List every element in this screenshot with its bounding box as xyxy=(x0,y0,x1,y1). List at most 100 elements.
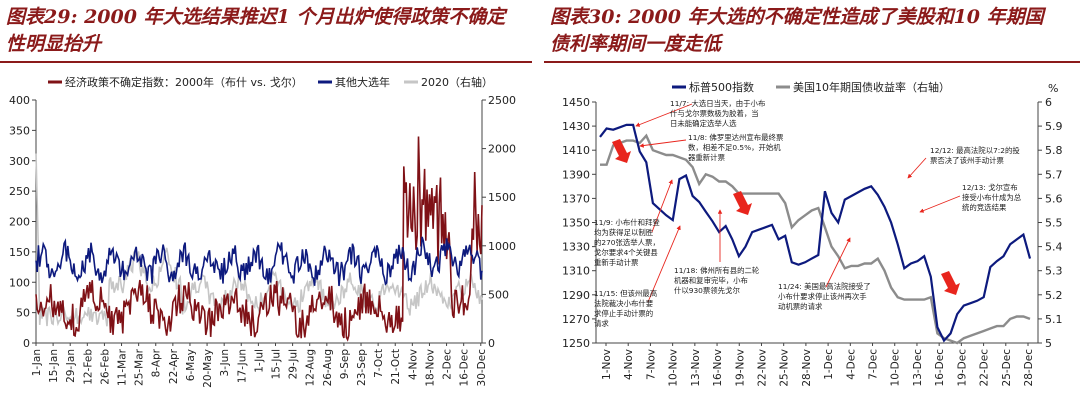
annotation-a119: 11/9: 小布什和拜登均为获得足以制胜的270张选举人票，戈尔要求4个关键县重… xyxy=(594,179,673,267)
y-tick-label-left: 1310 xyxy=(562,265,590,278)
x-tick-label: 15-Jul xyxy=(270,349,282,379)
y-tick-label-left: 1430 xyxy=(562,120,590,133)
annotation-text: 11/7: 大选日当天，由于小布 xyxy=(670,99,765,108)
annotation-text: 11/8: 佛罗里达州宣布最终票 xyxy=(688,133,783,142)
x-tick-label: 16-Nov xyxy=(712,349,724,387)
red-arrow-down xyxy=(941,271,960,295)
x-tick-label: 28-Dec xyxy=(1023,349,1035,387)
x-tick-label: 4-Dec xyxy=(845,349,857,380)
chart-29-svg: 经济政策不确定指数：2000年（布什 vs. 戈尔） 其他大选年 2020（右轴） 0… xyxy=(9,75,516,388)
annotation-text: 11/15: 但该州最高 xyxy=(594,289,657,298)
annotation-text: 12/13: 戈尔宣布 xyxy=(962,183,1018,192)
x-tick-label: 22-Dec xyxy=(979,349,991,387)
y-tick-label-right: 5.7 xyxy=(1045,168,1063,181)
y-tick-label-right: 5.9 xyxy=(1045,120,1063,133)
annotation-text: 机器和复审完毕，小布 xyxy=(674,276,748,285)
x-tick-label: 25-Dec xyxy=(1001,349,1013,387)
annotation-leader xyxy=(651,179,673,233)
x-tick-label: 2-Dec xyxy=(442,349,454,380)
chart-title-29-line1: 图表29: 2000 年大选结果推迟1 个月出炉使得政策不确定 xyxy=(6,6,506,28)
legend-label: 标普500指数 xyxy=(689,80,754,94)
x-tick-label: 18-Nov xyxy=(424,349,436,387)
y-tick-label-right: 2000 xyxy=(488,143,516,156)
y-tick-label-right: 0 xyxy=(488,337,495,350)
x-tick-label: 7-Oct xyxy=(373,349,385,378)
annotation-text: 数，相差不足0.5%，开始机 xyxy=(688,143,781,152)
x-tick-label: 9-Sep xyxy=(339,349,351,380)
y-tick-label-left: 1330 xyxy=(562,241,590,254)
y-tick-label-right: 5.5 xyxy=(1045,217,1063,230)
annotation-text: 票否决了该州手动计票 xyxy=(930,156,1004,165)
x-tick-label: 25-Mar xyxy=(134,348,146,386)
chart-panel-30: 图表30: 2000 年大选的不确定性造成了美股和10 年期国 债利率期间一度走… xyxy=(544,0,1080,402)
annotation-text: 接受小布什成为总 xyxy=(962,193,1022,202)
red-arrow-down xyxy=(733,191,752,215)
series-treasury-yield-line xyxy=(600,133,1031,345)
x-tick-label: 1-Jan xyxy=(31,349,43,376)
annotation-leader xyxy=(919,195,961,213)
chart-panel-29: 图表29: 2000 年大选结果推迟1 个月出炉使得政策不确定 性明显抬升 经济… xyxy=(0,0,532,402)
y-tick-label-left: 1290 xyxy=(562,289,590,302)
x-tick-label: 4-Nov xyxy=(407,349,419,380)
series-other-years-line xyxy=(35,236,483,287)
right-axis-unit: % xyxy=(1048,82,1058,95)
x-tick-label: 12-Feb xyxy=(82,349,94,385)
x-tick-label: 7-Dec xyxy=(868,349,880,380)
annotation-text: 12/12: 最高法院以7:2的投 xyxy=(930,146,1020,155)
x-tick-label: 21-Oct xyxy=(390,349,402,385)
annotation-text: 重新手动计票 xyxy=(594,258,638,267)
title-rule xyxy=(544,61,1080,63)
annotation-leader xyxy=(635,103,693,127)
legend-label: 2020（右轴） xyxy=(421,75,493,89)
x-tick-label: 7-Nov xyxy=(645,349,657,380)
x-tick-label: 28-Nov xyxy=(801,349,813,387)
y-tick-label-right: 1000 xyxy=(488,240,516,253)
legend: 标普500指数 美国10年期国债收益率（右轴） xyxy=(672,80,950,94)
legend-label: 其他大选年 xyxy=(335,75,390,89)
y-tick-label-left: 1370 xyxy=(562,192,590,205)
annotation-text: 动机票的请求 xyxy=(778,302,823,311)
x-tick-label: 6-May xyxy=(185,349,197,381)
annotation-leader xyxy=(639,139,687,148)
x-tick-label: 25-Nov xyxy=(779,349,791,387)
x-tick-label: 10-Dec xyxy=(890,349,902,387)
y-tick-label-right: 5.8 xyxy=(1045,144,1063,157)
annotation-text: 小布什要求停止该州再次手 xyxy=(778,292,867,301)
chart-title-30-line1: 图表30: 2000 年大选的不确定性造成了美股和10 年期国 xyxy=(550,6,1044,28)
x-tick-label: 19-Nov xyxy=(734,349,746,387)
y-tick-label-left: 1270 xyxy=(562,313,590,326)
title-rule xyxy=(0,61,532,63)
x-tick-label: 1-Nov xyxy=(601,349,613,380)
y-tick-label-right: 5.1 xyxy=(1045,313,1063,326)
y-tick-label-left: 1390 xyxy=(562,168,590,181)
annotation-leader xyxy=(647,225,681,303)
y-tick-label-left: 200 xyxy=(9,216,30,229)
y-tick-label-right: 2500 xyxy=(488,94,516,107)
series-2000-line xyxy=(35,136,483,342)
annotation-text: 11/9: 小布什和拜登 xyxy=(594,218,660,227)
x-tick-label: 1-Jul xyxy=(253,349,265,373)
x-tick-label: 11-Mar xyxy=(117,348,129,386)
y-tick-label-left: 1250 xyxy=(562,337,590,350)
legend-label: 美国10年期国债收益率（右轴） xyxy=(793,80,950,94)
annotation-text: 的270张选举人票， xyxy=(594,238,660,247)
y-tick-label-left: 150 xyxy=(9,246,30,259)
annotation-text: 请求 xyxy=(594,319,609,328)
y-tick-label-right: 5.2 xyxy=(1045,289,1063,302)
x-tick-label: 13-Nov xyxy=(690,349,702,387)
y-tick-label-right: 5 xyxy=(1045,337,1052,350)
y-tick-label-right: 5.4 xyxy=(1045,241,1063,254)
x-tick-label: 16-Dec xyxy=(459,349,471,387)
annotation-text: 戈尔要求4个关键县 xyxy=(594,248,658,257)
chart-title-29: 图表29: 2000 年大选结果推迟1 个月出炉使得政策不确定 性明显抬升 xyxy=(6,4,526,58)
y-tick-label-right: 500 xyxy=(488,288,509,301)
x-tick-label: 26-Feb xyxy=(99,349,111,385)
y-tick-label-left: 1410 xyxy=(562,144,590,157)
y-tick-label-left: 100 xyxy=(9,276,30,289)
